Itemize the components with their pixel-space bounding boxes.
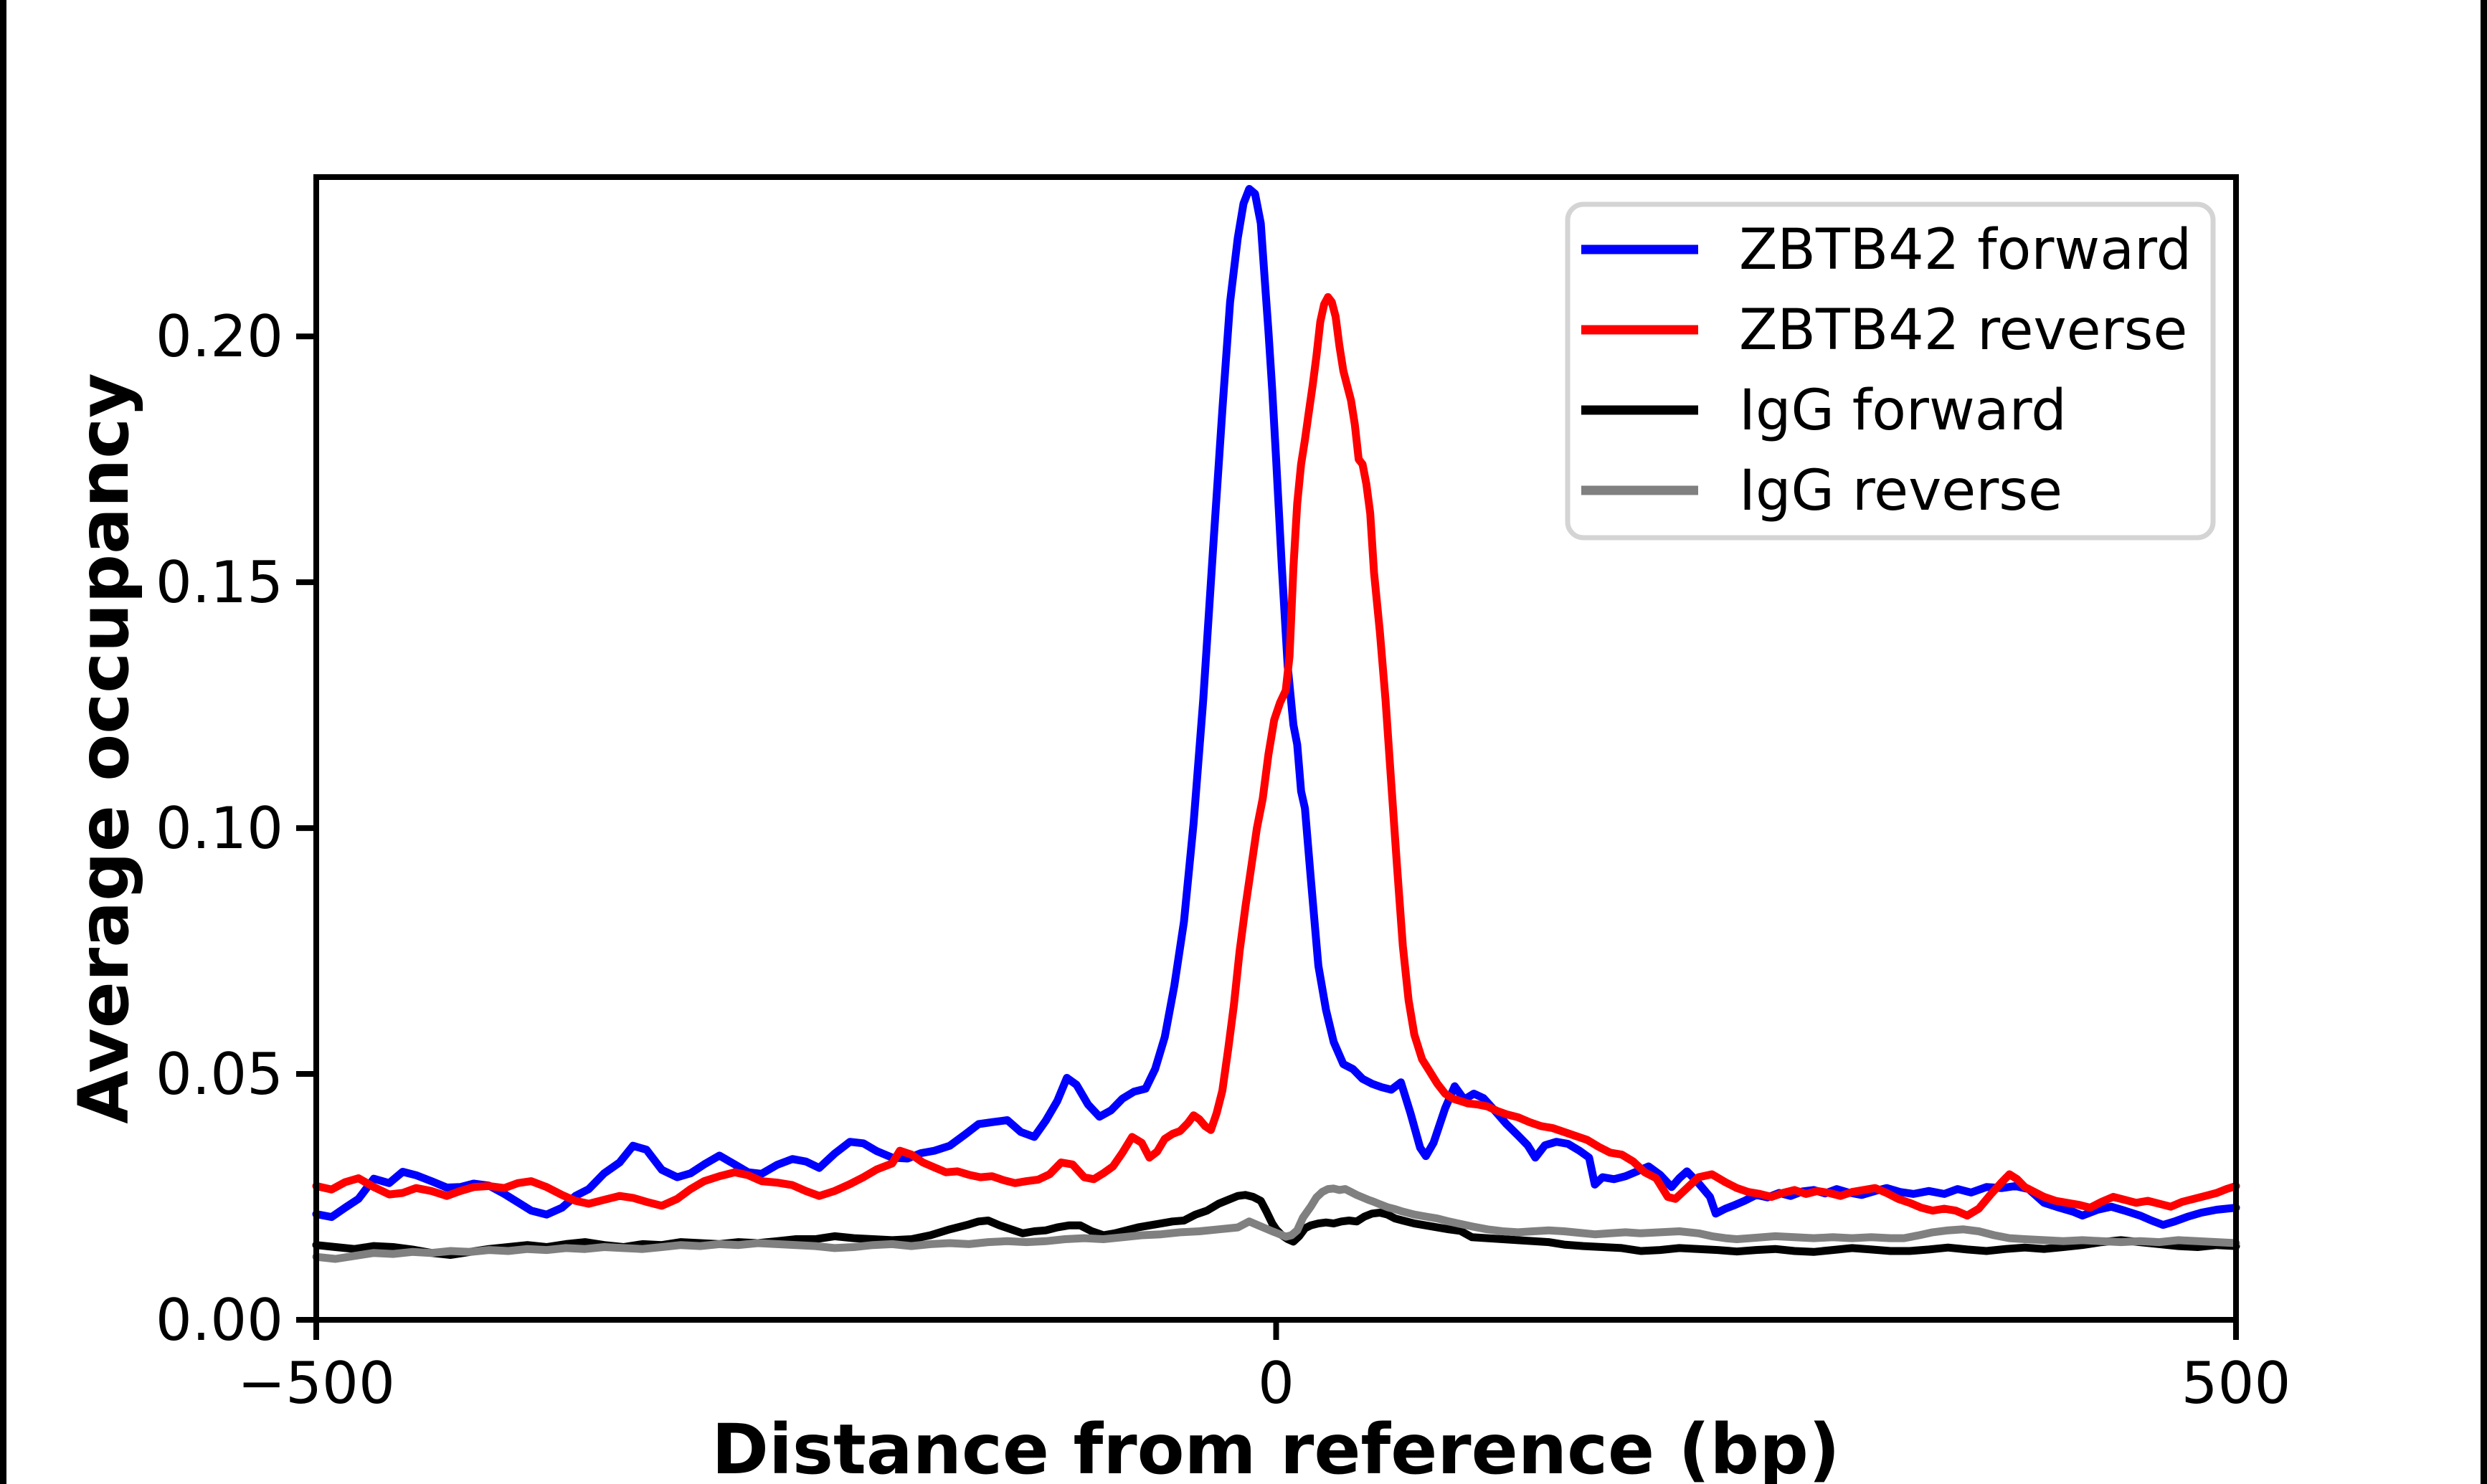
series-line-igg-reverse <box>312 1184 2240 1263</box>
y-tick-label: 0.20 <box>156 303 283 370</box>
axis-tick-labels: −500 0 500 0.00 0.05 0.10 0.15 0.20 <box>156 303 2291 1417</box>
legend-label-zbtb42-forward: ZBTB42 forward <box>1739 218 2192 282</box>
x-tick-label: 0 <box>1258 1350 1294 1417</box>
axis-ticks <box>296 333 2239 1340</box>
legend-box <box>1565 201 2216 541</box>
legend-label-zbtb42-reverse: ZBTB42 reverse <box>1739 298 2187 363</box>
y-tick-label: 0.15 <box>156 549 283 616</box>
y-tick-label: 0.05 <box>156 1041 283 1108</box>
legend-label-igg-reverse: IgG reverse <box>1739 459 2062 523</box>
series-line-zbtb42-reverse <box>312 292 2240 1220</box>
y-tick-label: 0.10 <box>156 795 283 862</box>
y-tick-label: 0.00 <box>156 1287 283 1354</box>
legend-label-igg-forward: IgG forward <box>1739 379 2067 443</box>
x-axis-label: Distance from reference (bp) <box>711 1409 1839 1484</box>
screen-edge-left-strip <box>0 0 6 1484</box>
screen-edge-right-strip <box>2481 0 2487 1484</box>
legend: ZBTB42 forward ZBTB42 reverse IgG forward I… <box>1565 201 2216 541</box>
y-axis-label: Average occupancy <box>64 373 144 1123</box>
x-tick-label: 500 <box>2182 1350 2291 1417</box>
series-lines <box>312 185 2240 1263</box>
x-tick-label: −500 <box>237 1350 395 1417</box>
